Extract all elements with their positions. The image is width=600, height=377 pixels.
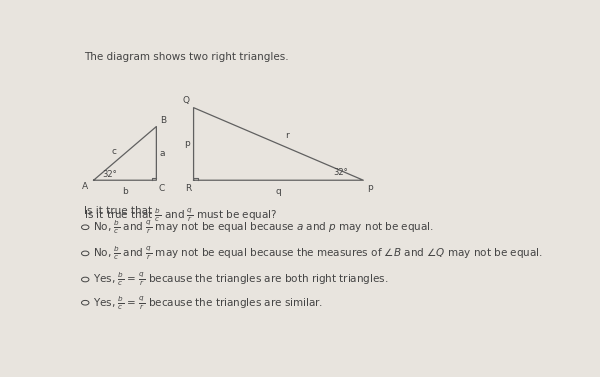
Text: The diagram shows two right triangles.: The diagram shows two right triangles. — [84, 52, 289, 63]
Text: B: B — [160, 116, 166, 126]
Text: Q: Q — [183, 97, 190, 105]
Text: 32°: 32° — [333, 168, 348, 177]
Text: Yes, $\frac{b}{c}$ = $\frac{q}{r}$ because the triangles are similar.: Yes, $\frac{b}{c}$ = $\frac{q}{r}$ becau… — [92, 294, 323, 312]
Text: Is it true that: Is it true that — [84, 206, 155, 216]
Text: r: r — [286, 132, 289, 141]
Text: p: p — [185, 139, 190, 149]
Text: No, $\frac{b}{c}$ and $\frac{q}{r}$ may not be equal because the measures of $\a: No, $\frac{b}{c}$ and $\frac{q}{r}$ may … — [92, 245, 542, 262]
Text: A: A — [82, 182, 88, 191]
Text: Is it true that $\frac{b}{c}$ and $\frac{q}{r}$ must be equal?: Is it true that $\frac{b}{c}$ and $\frac… — [84, 206, 278, 224]
Text: R: R — [185, 184, 191, 193]
Text: b: b — [122, 187, 128, 196]
Text: C: C — [158, 184, 164, 193]
Text: Yes, $\frac{b}{c}$ = $\frac{q}{r}$ because the triangles are both right triangle: Yes, $\frac{b}{c}$ = $\frac{q}{r}$ becau… — [92, 271, 388, 288]
Text: a: a — [160, 149, 165, 158]
Text: No, $\frac{b}{c}$ and $\frac{q}{r}$ may not be equal because $a$ and $p$ may not: No, $\frac{b}{c}$ and $\frac{q}{r}$ may … — [92, 218, 434, 236]
Text: p: p — [367, 182, 373, 192]
Text: q: q — [275, 187, 281, 196]
Text: 32°: 32° — [102, 170, 117, 179]
Text: c: c — [112, 147, 116, 156]
